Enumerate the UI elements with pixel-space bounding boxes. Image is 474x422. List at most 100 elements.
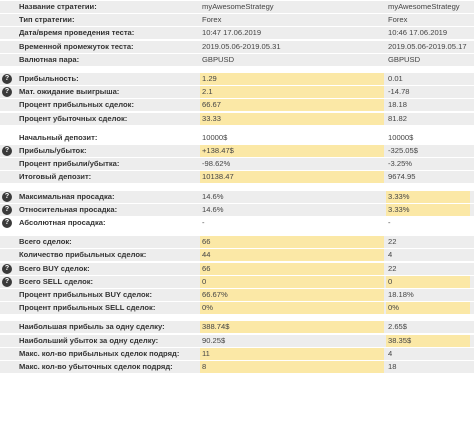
strategy-1-value: 10138.47 — [200, 171, 384, 184]
strategy-1-value: 0 — [200, 275, 384, 288]
strategy-2-value: -14.78 — [388, 87, 410, 97]
stat-row: Валютная пара: GBPUSD GBPUSD — [0, 53, 474, 66]
strategy-1-value: 66 — [200, 236, 384, 249]
stat-label: Количество прибыльных сделок: — [19, 250, 147, 260]
stat-row: Временной промежуток теста: 2019.05.06-20… — [0, 40, 474, 53]
strategy-2-value: 9674.95 — [388, 172, 416, 182]
strategy-2-value: 22 — [388, 237, 397, 247]
strategy-1-value: 66.67 — [200, 99, 384, 112]
stat-row: Процент убыточных сделок: 33.33 81.82 — [0, 112, 474, 125]
stat-row: ? Всего BUY сделок: 66 22 — [0, 262, 474, 275]
help-icon[interactable]: ? — [2, 263, 12, 274]
help-icon[interactable]: ? — [2, 146, 12, 156]
strategy-1-value: 8 — [200, 361, 384, 373]
stat-row: Дата/время проведения теста: 10:47 17.06.… — [0, 27, 474, 40]
stat-label: Мат. ожидание выигрыша: — [19, 87, 120, 97]
strategy-1-value: - — [202, 218, 205, 227]
stat-label: Временной промежуток теста: — [19, 41, 134, 51]
stat-row: Макс. кол-во убыточных сделок подряд: 8 18 — [0, 361, 474, 373]
stat-label: Итоговый депозит: — [19, 172, 92, 182]
strategy-1-value: Forex — [202, 15, 222, 25]
strategy-2-value: 18.18% — [388, 290, 414, 299]
section-separator — [0, 230, 474, 237]
strategy-1-value: 10000$ — [202, 132, 228, 142]
stat-row: Название стратегии: myAwesomeStrategy myAw… — [0, 1, 474, 13]
strategy-1-value: +138.47$ — [200, 145, 384, 157]
strategy-1-value: 66 — [200, 262, 384, 275]
stat-label: Прибыль/убыток: — [19, 146, 87, 155]
stat-row: Тип стратегии: Forex Forex — [0, 14, 474, 27]
strategy-2-value: 10:46 17.06.2019 — [388, 28, 448, 38]
help-icon[interactable]: ? — [2, 276, 12, 287]
stat-row: ? Абсолютная просадка: - - — [0, 217, 474, 229]
strategy-2-value: Forex — [388, 15, 408, 25]
stat-row: Наибольший убыток за одну сделку: 90.25$ 3… — [0, 334, 474, 347]
stat-row: Начальный депозит: 10000$ 10000$ — [0, 131, 474, 144]
strategy-2-value: GBPUSD — [388, 54, 421, 64]
help-icon[interactable]: ? — [2, 218, 12, 228]
stat-label: Абсолютная просадка: — [19, 218, 106, 227]
stat-label: Название стратегии: — [19, 2, 97, 11]
stat-row: ? Прибыльность: 1.29 0.01 — [0, 73, 474, 85]
stat-label: Всего сделок: — [19, 237, 72, 247]
strategy-2-value: 2.65$ — [388, 322, 408, 332]
section-separator — [0, 315, 474, 322]
section-separator — [0, 67, 474, 73]
stat-label: Макс. кол-во прибыльных сделок подряд: — [19, 348, 180, 358]
section-separator — [0, 184, 474, 191]
help-icon[interactable]: ? — [2, 74, 12, 84]
strategy-1-value: 1.29 — [200, 73, 384, 85]
section-separator — [0, 125, 474, 132]
strategy-1-value: -98.62% — [202, 159, 231, 169]
stat-label: Максимальная просадка: — [19, 191, 115, 201]
stat-label: Всего BUY сделок: — [19, 263, 90, 273]
stat-label: Тип стратегии: — [19, 15, 75, 25]
strategy-2-value: myAwesomeStrategy — [388, 2, 460, 11]
stat-row: Процент прибыли/убытка: -98.62% -3.25% — [0, 158, 474, 171]
stat-row: Всего сделок: 66 22 — [0, 236, 474, 249]
stat-row: ? Мат. ожидание выигрыша: 2.1 -14.78 — [0, 86, 474, 99]
strategy-1-value: 44 — [200, 249, 384, 262]
strategy-2-value: -3.25% — [388, 159, 413, 169]
stat-row: Процент прибыльных BUY сделок: 66.67% 18.1… — [0, 289, 474, 301]
strategy-1-value: 33.33 — [200, 112, 384, 125]
stat-row: ? Прибыль/убыток: +138.47$ -325.05$ — [0, 145, 474, 157]
strategy-2-value: -325.05$ — [388, 146, 418, 155]
strategy-1-value: myAwesomeStrategy — [202, 2, 274, 11]
stat-label: Макс. кол-во убыточных сделок подряд: — [19, 362, 173, 371]
help-icon[interactable]: ? — [2, 87, 12, 98]
stat-label: Относительная просадка: — [19, 204, 118, 214]
strategy-2-value: 22 — [388, 263, 397, 273]
strategy-2-value: 0.01 — [388, 74, 403, 83]
strategy-1-value: 90.25$ — [202, 335, 226, 345]
stat-row: Макс. кол-во прибыльных сделок подряд: 11… — [0, 347, 474, 360]
strategy-1-value: GBPUSD — [202, 54, 235, 64]
strategy-1-value: 10:47 17.06.2019 — [202, 28, 262, 38]
strategy-2-value: 81.82 — [388, 113, 408, 123]
stat-label: Наибольший убыток за одну сделку: — [19, 335, 159, 345]
strategy-2-value: 3.33% — [386, 203, 470, 216]
strategy-2-value: 0% — [386, 302, 470, 315]
strategy-2-value: 4 — [388, 250, 393, 260]
help-icon[interactable]: ? — [2, 191, 12, 202]
stat-label: Валютная пара: — [19, 54, 80, 64]
strategy-1-value: 0% — [200, 302, 384, 315]
strategy-2-value: 4 — [388, 348, 393, 358]
strategy-2-value: 2019.05.06-2019.05.17 — [388, 41, 467, 51]
help-icon[interactable]: ? — [2, 204, 12, 215]
stat-label: Всего SELL сделок: — [19, 276, 94, 286]
stat-row: Итоговый депозит: 10138.47 9674.95 — [0, 171, 474, 184]
strategy-2-value: 0 — [386, 275, 470, 288]
strategy-1-value: 14.6% — [202, 204, 224, 214]
strategy-2-value: 3.33% — [386, 190, 470, 203]
strategy-1-value: 14.6% — [202, 191, 224, 201]
stat-row: ? Всего SELL сделок: 0 0 — [0, 275, 474, 288]
strategy-1-value: 2019.05.06-2019.05.31 — [202, 41, 281, 51]
strategy-2-value: 38.35$ — [386, 334, 470, 347]
stat-label: Процент убыточных сделок: — [19, 113, 128, 123]
strategy-1-value: 11 — [200, 347, 384, 360]
stat-row: ? Максимальная просадка: 14.6% 3.33% — [0, 190, 474, 203]
strategy-1-value: 388.74$ — [200, 321, 384, 334]
strategy-1-value: 66.67% — [200, 289, 384, 301]
stat-label: Процент прибыльных сделок: — [19, 100, 134, 110]
